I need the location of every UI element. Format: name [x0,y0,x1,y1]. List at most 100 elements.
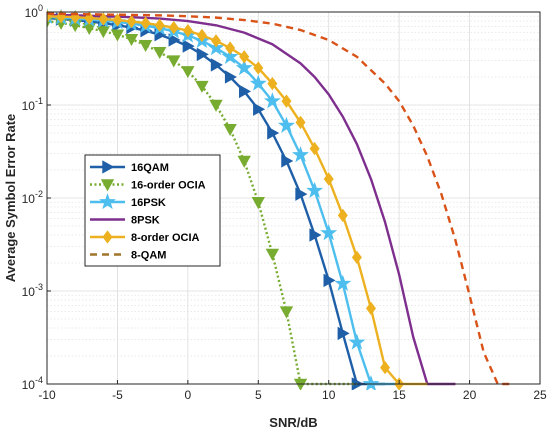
data-point-marker [348,333,366,350]
data-point-marker [292,146,309,163]
data-point-marker [124,33,139,47]
data-point-marker [211,34,222,48]
x-tick-label: 10 [322,388,336,402]
data-point-marker [351,250,362,265]
x-axis: -10 -5 0 5 10 15 20 25 [38,380,547,402]
series-8psk [47,13,456,386]
y-tick-label: 100 [25,3,43,20]
data-point-marker [309,228,322,242]
data-point-marker [253,61,264,75]
data-point-marker [223,123,237,136]
data-point-marker [235,59,253,76]
data-point-marker [110,29,125,42]
data-point-marker [196,28,207,43]
y-axis-title: Average Symbol Error Rate [3,114,18,283]
data-point-marker [281,94,292,108]
data-point-marker [182,39,195,53]
data-point-marker [181,66,195,79]
data-point-marker [267,126,280,140]
y-tick-label: 10-3 [22,282,43,299]
data-point-marker [251,197,265,210]
data-point-marker [167,55,181,68]
series-line [47,15,428,386]
data-point-marker [84,11,95,25]
legend-box [84,154,221,267]
legend-swatch-marker [99,193,116,210]
data-point-marker [140,16,151,30]
data-point-marker [337,208,348,223]
data-point-marker [295,187,308,201]
data-point-marker [138,39,153,52]
legend-swatch-marker [100,179,115,192]
legend-label: 16-order OCIA [131,180,206,192]
data-point-marker [196,47,209,62]
x-tick-label: 0 [185,388,192,402]
legend-swatch-marker [102,230,113,244]
legend-label: 8-QAM [131,250,166,262]
data-point-marker [239,50,250,64]
data-point-marker [249,74,267,91]
series-line [47,13,456,386]
data-point-marker [278,116,295,133]
data-point-marker [221,47,239,64]
data-point-marker [253,102,266,116]
legend-label: 8PSK [131,215,160,227]
data-point-marker [337,326,350,341]
y-tick-label: 10-2 [22,189,43,206]
data-point-marker [320,224,338,241]
data-point-marker [263,92,281,109]
x-tick-label: 20 [463,388,477,402]
data-point-marker [153,46,167,59]
data-point-marker [182,23,193,38]
data-point-marker [239,84,252,99]
data-point-marker [210,58,223,72]
legend-label: 8-order OCIA [131,232,200,244]
legend: 16QAM 16-order OCIA 16PSK 8PSK 8-order OCIA 8… [84,154,221,267]
data-point-marker [279,306,294,319]
x-tick-label: -10 [38,388,56,402]
data-point-marker [306,181,324,198]
data-point-marker [224,70,237,84]
data-point-marker [112,13,123,27]
data-point-marker [237,155,251,168]
data-point-marker [154,18,165,32]
x-tick-label: 15 [392,388,406,402]
series-8-qam [47,12,512,386]
x-tick-label: -5 [112,388,123,402]
data-point-marker [96,26,111,39]
data-point-marker [265,248,280,261]
data-point-marker [195,80,209,93]
data-point-marker [168,33,181,47]
data-point-marker [267,76,278,91]
data-point-marker [380,360,391,375]
data-point-marker [362,375,380,390]
legend-label: 16PSK [131,197,166,209]
x-tick-label: 25 [533,388,547,402]
y-tick-label: 10-1 [22,96,43,113]
x-tick-label: 5 [255,388,262,402]
data-point-marker [334,274,352,291]
data-point-marker [323,172,334,186]
y-tick-label: 10-4 [22,375,43,392]
data-point-marker [365,301,376,316]
series-layer [47,7,512,390]
data-point-marker [168,20,179,35]
data-point-marker [323,273,336,288]
data-point-marker [295,115,306,130]
data-point-marker [98,12,109,26]
y-axis: 100 10-1 10-2 10-3 10-4 [22,3,51,392]
series-line [47,12,512,386]
legend-label: 16QAM [131,162,169,174]
data-point-marker [293,378,308,390]
data-point-marker [309,141,320,156]
series-8-order-ocia [47,9,428,390]
data-point-marker [225,41,236,55]
x-axis-title: SNR/dB [269,415,317,430]
data-point-marker [209,99,223,112]
legend-swatch-marker [102,160,115,174]
minor-grid [47,15,540,357]
data-point-marker [281,154,294,168]
data-point-marker [126,14,137,29]
